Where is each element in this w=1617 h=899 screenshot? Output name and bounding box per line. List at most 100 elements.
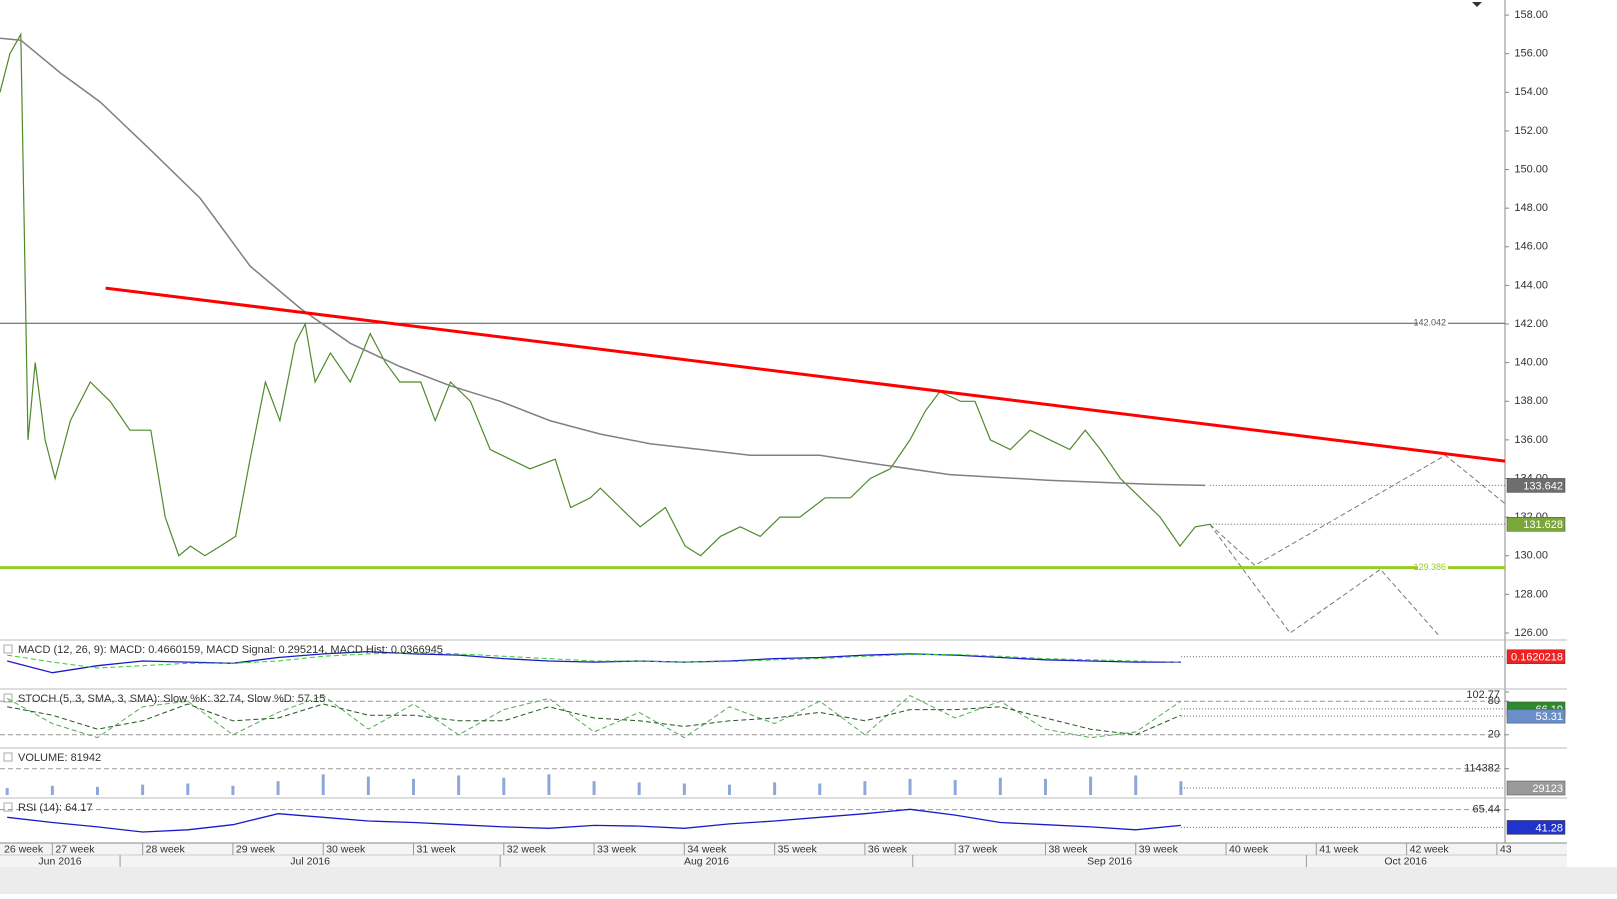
x-tick-label: 40 week: [1229, 843, 1269, 855]
series-line: [7, 650, 1181, 674]
y-tick-label: 152.00: [1514, 125, 1548, 137]
y-tick-label: 138.00: [1514, 395, 1548, 407]
y-tick-label: 144.00: [1514, 279, 1548, 291]
value-box-label: 41.28: [1535, 822, 1563, 834]
level-label-bg: [1418, 317, 1448, 330]
y-tick-label: 154.00: [1514, 86, 1548, 98]
series-line: [105, 286, 1506, 463]
y-tick-label: 146.00: [1514, 241, 1548, 253]
y-tick-label: 142.00: [1514, 318, 1548, 330]
series-line: [0, 37, 1206, 487]
x-tick-label: 32 week: [507, 843, 547, 855]
y-tick-label: 80: [1488, 695, 1500, 707]
menu-arrow[interactable]: [1472, 2, 1482, 7]
y-tick-label: 156.00: [1514, 48, 1548, 60]
volume-bar: [953, 780, 957, 795]
level-label-bg: [1418, 561, 1448, 574]
indicator-close-icon: [3, 644, 13, 654]
x-tick-label: 43: [1500, 843, 1512, 855]
month-label: Sep 2016: [1087, 855, 1132, 867]
y-tick-label: 20: [1488, 729, 1500, 741]
y-tick-label: 130.00: [1514, 550, 1548, 562]
indicator-label: MACD (12, 26, 9): MACD: 0.4660159, MACD …: [18, 644, 443, 656]
volume-bar: [682, 783, 686, 795]
indicator-label: VOLUME: 81942: [18, 752, 101, 764]
y-tick-label: 140.00: [1514, 357, 1548, 369]
x-tick-label: 38 week: [1048, 843, 1088, 855]
indicator-close-icon: [3, 802, 13, 812]
volume-bar: [637, 782, 641, 795]
month-label: Oct 2016: [1384, 855, 1427, 867]
volume-bar: [50, 785, 54, 795]
y-tick-label: 150.00: [1514, 163, 1548, 175]
volume-bar: [186, 783, 190, 795]
volume-bar: [96, 786, 100, 795]
volume-bar: [366, 776, 370, 795]
y-tick-label: 148.00: [1514, 202, 1548, 214]
series-line: [7, 703, 1182, 736]
value-box-label: 29123: [1532, 783, 1563, 795]
volume-bar: [863, 781, 867, 795]
x-tick-label: 35 week: [778, 843, 818, 855]
y-tick-label: 65.44: [1472, 804, 1500, 816]
series-line: [1209, 454, 1506, 567]
x-tick-label: 30 week: [326, 843, 366, 855]
y-tick-label: 102.77: [1466, 689, 1500, 701]
x-tick-label: 34 week: [687, 843, 727, 855]
value-box: [1506, 478, 1566, 493]
value-box: [1506, 820, 1566, 835]
bottom-area: [0, 867, 1617, 894]
level-label: 129.386: [1413, 562, 1446, 572]
indicator-label: STOCH (5, 3, SMA, 3, SMA): Slow %K: 32.7…: [18, 693, 325, 705]
value-box: [1506, 780, 1566, 796]
indicator-close-icon: [3, 693, 13, 703]
y-tick-label: 128.00: [1514, 588, 1548, 600]
month-label: Jun 2016: [38, 855, 81, 867]
x-tick-label: 28 week: [146, 843, 186, 855]
value-box-label: 131.628: [1523, 519, 1563, 531]
x-tick-label: 31 week: [416, 843, 456, 855]
x-tick-label: 41 week: [1319, 843, 1359, 855]
indicator-close-icon: [3, 752, 13, 762]
volume-bar: [998, 777, 1002, 795]
x-tick-label: 36 week: [868, 843, 908, 855]
volume-bar: [276, 781, 280, 795]
x-tick-label: 42 week: [1410, 843, 1450, 855]
volume-bar: [908, 778, 912, 795]
volume-bar: [727, 784, 731, 795]
y-tick-label: 114382: [1464, 763, 1500, 775]
level-label: 142.042: [1413, 318, 1446, 328]
value-box: [1506, 649, 1566, 664]
volume-bar: [5, 788, 9, 795]
volume-bar: [321, 774, 325, 795]
month-label: Aug 2016: [684, 855, 729, 867]
series-line: [7, 652, 1181, 669]
series-line: [7, 808, 1181, 833]
series-line: [1209, 524, 1441, 638]
series-line: [6, 695, 1182, 739]
volume-bar: [818, 783, 822, 795]
series-line: [0, 32, 1210, 557]
x-tick-label: 29 week: [236, 843, 276, 855]
volume-bar: [502, 777, 506, 795]
volume-bar: [231, 785, 235, 795]
indicator-label: RSI (14): 64.17: [18, 802, 93, 814]
x-tick-label: 37 week: [958, 843, 998, 855]
value-box: [1506, 517, 1566, 532]
volume-bar: [773, 782, 777, 795]
volume-bar: [1043, 778, 1047, 795]
volume-bar: [457, 775, 461, 795]
value-box-label: 133.642: [1523, 480, 1563, 492]
volume-bar: [141, 784, 145, 795]
value-box-label: 53.31: [1535, 711, 1563, 723]
x-tick-label: 33 week: [597, 843, 637, 855]
y-tick-label: 158.00: [1514, 9, 1548, 21]
volume-bar: [1134, 775, 1138, 795]
y-tick-label: 136.00: [1514, 434, 1548, 446]
x-tick-label: 26 week: [4, 843, 44, 855]
volume-bar: [592, 781, 596, 795]
value-box-label: 0.1620218: [1511, 652, 1563, 664]
y-tick-label: 126.00: [1514, 627, 1548, 639]
